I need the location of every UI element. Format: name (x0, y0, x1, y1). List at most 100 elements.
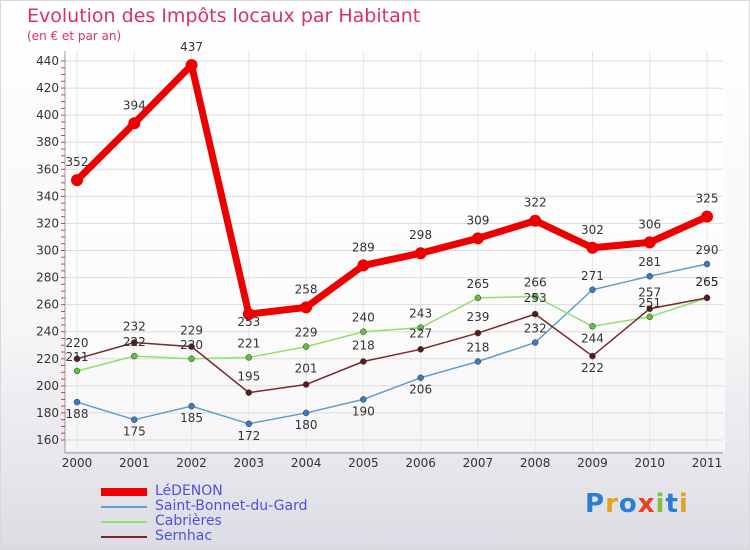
data-point-0 (300, 301, 313, 314)
legend-swatch-ledenon (101, 488, 147, 496)
legend-label-ledenon: LéDENON (155, 483, 223, 499)
data-label: 221 (237, 336, 260, 350)
y-tick-label: 360 (36, 162, 59, 176)
data-point-3 (131, 339, 138, 346)
data-point-1 (646, 272, 653, 280)
data-point-2 (360, 328, 367, 335)
x-tick-label: 2005 (348, 456, 379, 470)
data-point-2 (474, 294, 482, 302)
data-label: 306 (638, 217, 661, 231)
y-tick-label: 260 (36, 298, 59, 312)
data-point-3 (188, 343, 195, 350)
data-label: 175 (123, 425, 146, 439)
data-label: 229 (295, 326, 318, 340)
data-point-0 (71, 174, 83, 187)
data-label: 232 (123, 320, 146, 334)
data-label: 302 (581, 223, 604, 237)
data-point-3 (245, 389, 253, 396)
data-point-0 (701, 210, 713, 223)
data-label: 257 (638, 286, 661, 300)
x-tick-label: 2011 (692, 456, 723, 470)
data-point-2 (131, 352, 138, 360)
x-tick-label: 2010 (634, 456, 665, 470)
data-label: 240 (352, 311, 375, 325)
legend-swatch-sernhac (101, 536, 147, 538)
logo-letter: t (665, 489, 679, 519)
data-point-0 (586, 241, 599, 254)
series-line-3 (76, 297, 708, 394)
data-point-2 (73, 367, 81, 375)
data-label: 206 (409, 383, 432, 397)
y-tick-label: 300 (36, 244, 59, 258)
legend-swatch-cabrieres (101, 521, 147, 523)
data-label: 437 (180, 40, 203, 54)
legend-label-saint-bonnet: Saint-Bonnet-du-Gard (155, 498, 308, 514)
y-tick-label: 200 (36, 379, 59, 393)
series-line-2 (76, 295, 708, 372)
data-label: 188 (66, 407, 89, 421)
x-tick-label: 2001 (119, 456, 150, 470)
series-line-1 (76, 263, 708, 425)
data-point-2 (646, 313, 653, 321)
logo-letter: r (605, 489, 619, 519)
data-label: 309 (466, 213, 489, 227)
data-label: 244 (581, 331, 604, 345)
data-point-3 (646, 305, 653, 312)
data-point-2 (245, 354, 253, 361)
legend-label-cabrieres: Cabrières (155, 513, 222, 529)
data-point-3 (417, 346, 424, 353)
data-point-0 (242, 308, 255, 321)
data-label: 266 (524, 276, 547, 290)
data-point-2 (589, 323, 596, 330)
data-point-3 (360, 358, 367, 365)
y-tick-label: 180 (36, 406, 59, 420)
y-tick-label: 420 (36, 81, 59, 95)
data-point-1 (360, 396, 367, 403)
data-label: 265 (466, 277, 489, 291)
data-point-0 (643, 236, 656, 249)
data-point-3 (589, 352, 596, 360)
data-label: 253 (524, 291, 547, 305)
x-tick-label: 2002 (176, 456, 207, 470)
data-label: 243 (409, 307, 432, 321)
data-point-1 (245, 420, 253, 428)
y-tick-label: 240 (36, 325, 59, 339)
data-label: 239 (466, 310, 489, 324)
series-line-0 (73, 61, 711, 318)
data-point-3 (531, 310, 539, 318)
data-label: 251 (638, 296, 661, 310)
data-label: 195 (237, 370, 260, 384)
data-label: 227 (409, 326, 432, 340)
data-point-2 (302, 343, 310, 350)
line-chart: 160 180 200 220 240 260 280 300 320 340 360 380 400 4… (36, 40, 725, 470)
data-point-2 (417, 324, 424, 331)
data-label: 218 (352, 338, 375, 352)
data-point-0 (185, 59, 198, 72)
x-tick-label: 2000 (62, 456, 93, 470)
data-label: 394 (123, 98, 146, 112)
x-tick-label: 2009 (577, 456, 608, 470)
y-tick-label: 220 (36, 352, 59, 366)
data-label: 258 (295, 282, 318, 296)
data-label: 185 (180, 411, 203, 425)
proxiti-logo: Proxiti (585, 489, 689, 519)
data-label: 298 (409, 228, 432, 242)
data-label: 211 (66, 350, 89, 364)
logo-letter: o (618, 489, 638, 519)
data-point-2 (531, 293, 539, 300)
y-tick-label: 440 (36, 54, 59, 68)
data-label: 222 (123, 335, 146, 349)
data-label: 220 (66, 336, 89, 350)
x-tick-label: 2007 (463, 456, 494, 470)
x-tick-label: 2006 (405, 456, 436, 470)
data-point-1 (589, 286, 596, 294)
data-point-1 (73, 398, 81, 406)
data-point-1 (531, 339, 539, 346)
data-point-1 (417, 374, 424, 381)
data-label: 180 (295, 418, 318, 432)
x-tick-label: 2008 (520, 456, 551, 470)
legend-label-sernhac: Sernhac (155, 528, 213, 544)
data-point-0 (357, 259, 370, 272)
data-label: 289 (352, 240, 375, 254)
